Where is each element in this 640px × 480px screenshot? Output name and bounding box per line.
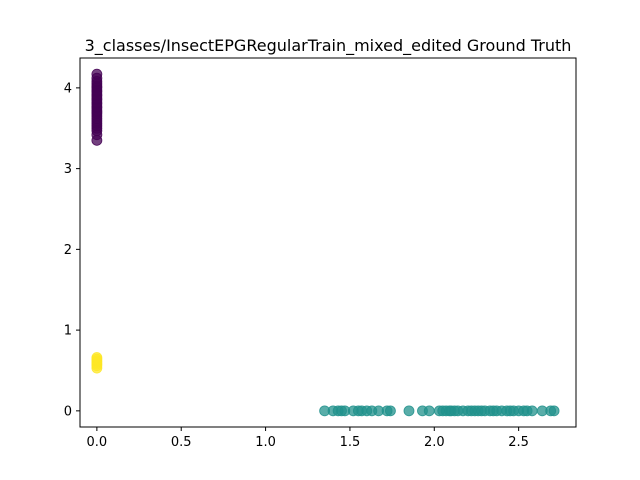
points-layer <box>91 68 560 417</box>
y-tick-label: 1 <box>64 324 72 339</box>
x-tick-label: 2.5 <box>508 435 529 450</box>
data-point <box>91 68 103 80</box>
x-tick-label: 1.5 <box>340 435 361 450</box>
plot-frame <box>79 57 577 428</box>
x-tick-label: 2.0 <box>424 435 445 450</box>
data-point <box>548 405 560 417</box>
x-tick-label: 0.5 <box>171 435 192 450</box>
y-tick-label: 3 <box>64 162 72 177</box>
data-point <box>91 352 103 363</box>
data-point <box>526 405 538 417</box>
chart-title: 3_classes/InsectEPGRegularTrain_mixed_ed… <box>85 36 572 56</box>
y-tick-label: 2 <box>64 243 72 258</box>
y-tick-label: 0 <box>64 404 72 419</box>
x-tick-label: 1.0 <box>255 435 276 450</box>
data-point <box>403 405 415 417</box>
data-point <box>385 405 396 417</box>
y-tick-label: 4 <box>64 81 72 96</box>
axes-layer: 0.0 0.5 1.0 1.5 2.0 2.5 0 1 2 3 4 <box>64 81 529 450</box>
data-point <box>423 405 435 417</box>
x-tick-label: 0.0 <box>87 435 108 450</box>
